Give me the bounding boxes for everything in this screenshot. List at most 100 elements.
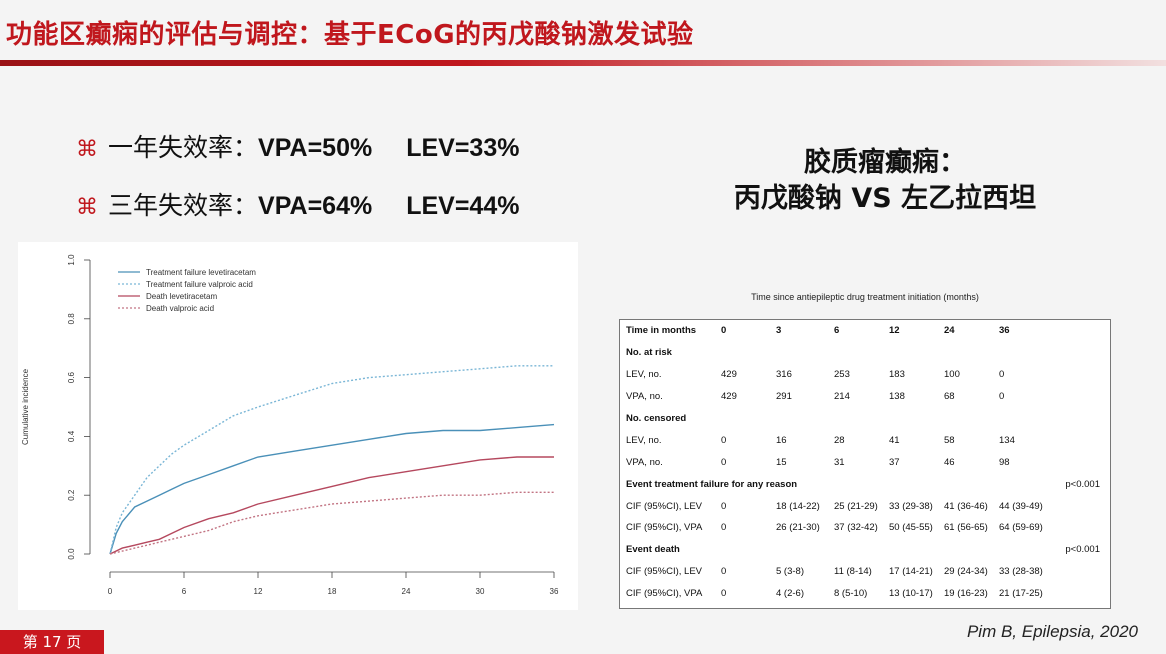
x-tick-label: 0 — [108, 587, 113, 596]
table-cell: 46 — [944, 456, 955, 468]
series-line-1 — [109, 365, 554, 555]
y-tick-label: 0.2 — [67, 489, 76, 501]
legend-label-0: Treatment failure levetiracetam — [146, 268, 256, 277]
table-cell-pvalue: p<0.001 — [1065, 478, 1100, 490]
bullet-vpa-value: VPA=64% — [258, 192, 373, 220]
table-cell — [938, 342, 993, 364]
table-cell: 28 — [834, 434, 845, 446]
table-cell-pvalue: p<0.001 — [1065, 544, 1100, 556]
table-cell: 64 (59-69) — [999, 522, 1043, 534]
table-cell: 33 (28-38) — [999, 566, 1043, 578]
x-tick-label: 12 — [254, 587, 263, 596]
table-cell — [993, 342, 1055, 364]
slide-title: 功能区癫痫的评估与调控：基于ECoG的丙戊酸钠激发试验 — [6, 20, 694, 50]
table-row: VPA, no. 429 291 214 138 68 0 — [620, 386, 1110, 408]
table-cell-pvalue — [1055, 561, 1110, 583]
table-cell: 253 — [834, 369, 850, 381]
bullet-label: 一年失效率： — [108, 133, 259, 162]
table-row: CIF (95%CI), VPA 0 26 (21-30) 37 (32-42) 50 … — [620, 517, 1110, 539]
x-tick-label: 36 — [550, 587, 559, 596]
table-cell: 134 — [999, 434, 1015, 446]
table-cell: 0 — [721, 325, 727, 337]
table-cell: 31 — [834, 456, 845, 468]
x-tick-label: 6 — [182, 587, 187, 596]
table-cell: 25 (21-29) — [834, 500, 878, 512]
table-cell: 29 (24-34) — [944, 566, 988, 578]
x-tick-label: 30 — [476, 587, 485, 596]
table-cell: 4 (2-6) — [776, 588, 804, 600]
table-row: No. censored — [620, 408, 1110, 430]
table-cell: 5 (3-8) — [776, 566, 804, 578]
table-cell: 44 (39-49) — [999, 500, 1043, 512]
table-cell: 36 — [999, 325, 1010, 337]
table-cell: 18 (14-22) — [776, 500, 820, 512]
table-cell — [883, 408, 938, 430]
table-cell: 21 (17-25) — [999, 588, 1043, 600]
y-tick-label: 0.8 — [67, 313, 76, 325]
table-cell: 16 — [776, 434, 787, 446]
table-cell: CIF (95%CI), LEV — [626, 500, 703, 512]
table-cell: 0 — [721, 588, 727, 600]
series-line-0 — [109, 423, 555, 555]
series-line-2 — [109, 456, 554, 555]
table-cell: LEV, no. — [626, 369, 662, 381]
table-row: VPA, no. 0 15 31 37 46 98 — [620, 451, 1110, 473]
table-cell — [715, 408, 770, 430]
table-cell: CIF (95%CI), LEV — [626, 566, 703, 578]
y-tick-label: 0.0 — [67, 548, 76, 560]
table-cell — [715, 539, 770, 561]
table-cell: 8 (5-10) — [834, 588, 868, 600]
table-cell: 68 — [944, 391, 955, 403]
y-tick-label: 0.6 — [67, 371, 76, 383]
table-cell: 33 (29-38) — [889, 500, 933, 512]
table-cell-pvalue — [1055, 408, 1110, 430]
table-cell: Event treatment failure for any reason — [626, 478, 798, 490]
bullet-lev-value: LEV=44% — [406, 192, 520, 220]
table-cell: 61 (56-65) — [944, 522, 988, 534]
table-cell: 316 — [776, 369, 792, 381]
table-cell: 0 — [721, 456, 727, 468]
table-row: Event death p<0.001 — [620, 539, 1110, 561]
table-row: No. at risk — [620, 342, 1110, 364]
table-cell: 41 (36-46) — [944, 500, 988, 512]
command-bullet-icon: ⌘ — [76, 137, 98, 162]
table-cell — [715, 342, 770, 364]
table-cell: CIF (95%CI), VPA — [626, 588, 703, 600]
table-cell: 429 — [721, 369, 737, 381]
citation: Pim B, Epilepsia, 2020 — [966, 622, 1138, 641]
table-cell: 24 — [944, 325, 955, 337]
title-divider — [0, 60, 1166, 66]
legend-label-3: Death valproic acid — [146, 304, 214, 313]
table-row: CIF (95%CI), VPA 0 4 (2-6) 8 (5-10) 13 (10-1… — [620, 583, 1110, 605]
table-cell-pvalue — [1055, 386, 1110, 408]
table-cell-pvalue — [1055, 517, 1110, 539]
table-cell: 100 — [944, 369, 960, 381]
bullet-label: 三年失效率： — [108, 191, 259, 220]
table-cell: 0 — [721, 434, 727, 446]
table-cell: 13 (10-17) — [889, 588, 933, 600]
table-cell: 0 — [999, 369, 1005, 381]
table-cell — [883, 539, 938, 561]
y-axis-label: Cumulative incidence — [21, 368, 30, 445]
table-cell: 214 — [834, 391, 850, 403]
table-row: Event treatment failure for any reason p<… — [620, 473, 1110, 495]
table-cell-pvalue — [1055, 451, 1110, 473]
table-cell: 3 — [776, 325, 782, 337]
table-cell: CIF (95%CI), VPA — [626, 522, 703, 534]
bullet-lev-value: LEV=33% — [406, 134, 520, 162]
bullet-one-year: ⌘ 一年失效率：VPA=50% LEV=33% — [76, 128, 519, 164]
table-cell: 17 (14-21) — [889, 566, 933, 578]
table-cell: 50 (45-55) — [889, 522, 933, 534]
table-cell — [993, 408, 1055, 430]
table-cell: No. at risk — [626, 347, 672, 359]
table-cell: VPA, no. — [626, 391, 663, 403]
table-cell — [770, 342, 828, 364]
y-tick-label: 1.0 — [67, 254, 76, 266]
page-number-badge: 第 17 页 — [0, 630, 104, 654]
table-cell: No. censored — [626, 413, 687, 424]
chart-svg: 0.0 0.2 0.4 0.6 0.8 1.0 0 6 12 18 24 30 36 Cumulative… — [21, 254, 559, 596]
subtitle-line-2: 丙戊酸钠 VS 左乙拉西坦 — [733, 183, 1037, 214]
legend-label-1: Treatment failure valproic acid — [146, 280, 253, 289]
table-cell — [883, 342, 938, 364]
